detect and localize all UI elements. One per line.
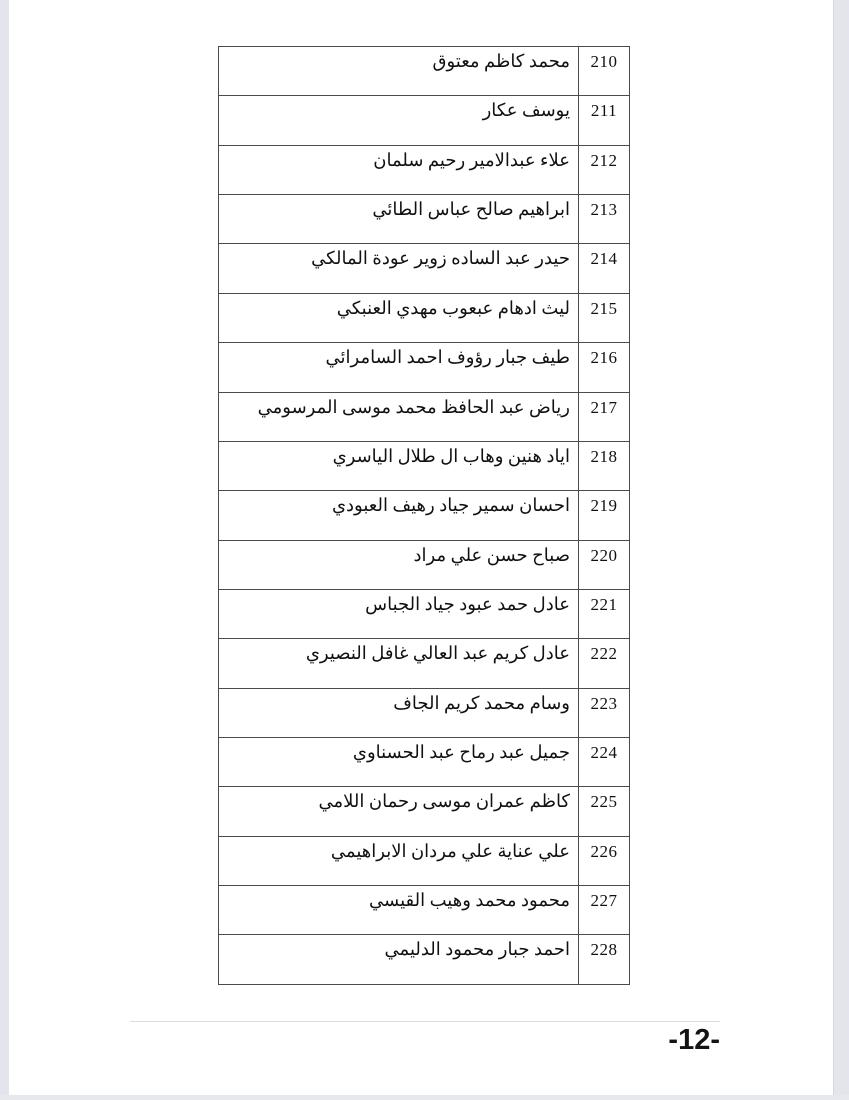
footer-divider-line bbox=[130, 1021, 720, 1022]
table-row: 220 صباح حسن علي مراد bbox=[218, 539, 630, 590]
row-number-cell: 213 bbox=[578, 194, 630, 245]
row-number-cell: 219 bbox=[578, 490, 630, 541]
table-row: 218 اياد هنين وهاب ال طلال الياسري bbox=[218, 440, 630, 492]
row-number-cell: 226 bbox=[578, 835, 630, 887]
row-number-cell: 210 bbox=[578, 45, 630, 97]
table-row: 219 احسان سمير جياد رهيف العبودي bbox=[218, 490, 630, 541]
person-name-cell: ابراهيم صالح عباس الطائي bbox=[218, 194, 579, 245]
table-row: 211 يوسف عكار bbox=[218, 95, 630, 146]
person-name-cell: حيدر عبد الساده زوير عودة المالكي bbox=[218, 243, 579, 294]
person-name-cell: اياد هنين وهاب ال طلال الياسري bbox=[218, 440, 579, 492]
scan-edge-bottom bbox=[0, 1095, 849, 1100]
person-name-cell: احمد جبار محمود الدليمي bbox=[218, 934, 579, 985]
person-name-cell: علاء عبدالامير رحيم سلمان bbox=[218, 144, 579, 196]
table-row: 225 كاظم عمران موسى رحمان اللامي bbox=[218, 786, 630, 837]
table-row: 214 حيدر عبد الساده زوير عودة المالكي bbox=[218, 243, 630, 294]
person-name-cell: علي عناية علي مردان الابراهيمي bbox=[218, 835, 579, 887]
row-number-cell: 222 bbox=[578, 638, 630, 689]
table-row: 213 ابراهيم صالح عباس الطائي bbox=[218, 194, 630, 245]
row-number-cell: 224 bbox=[578, 737, 630, 788]
names-roster-table: 210 محمد كاظم معتوق 211 يوسف عكار 212 علاء عب… bbox=[218, 45, 630, 985]
row-number-cell: 215 bbox=[578, 292, 630, 344]
table-row: 212 علاء عبدالامير رحيم سلمان bbox=[218, 144, 630, 196]
person-name-cell: صباح حسن علي مراد bbox=[218, 539, 579, 590]
table-row: 228 احمد جبار محمود الدليمي bbox=[218, 934, 630, 985]
person-name-cell: جميل عبد رماح عبد الحسناوي bbox=[218, 737, 579, 788]
row-number-cell: 220 bbox=[578, 539, 630, 590]
page-number: -12- bbox=[668, 1024, 720, 1056]
row-number-cell: 223 bbox=[578, 687, 630, 739]
row-number-cell: 217 bbox=[578, 391, 630, 442]
table-row: 223 وسام محمد كريم الجاف bbox=[218, 687, 630, 739]
person-name-cell: كاظم عمران موسى رحمان اللامي bbox=[218, 786, 579, 837]
person-name-cell: عادل حمد عبود جياد الجباس bbox=[218, 588, 579, 640]
table-row: 222 عادل كريم عبد العالي غافل النصيري bbox=[218, 638, 630, 689]
row-number-cell: 221 bbox=[578, 588, 630, 640]
table-row: 226 علي عناية علي مردان الابراهيمي bbox=[218, 835, 630, 887]
row-number-cell: 216 bbox=[578, 342, 630, 393]
person-name-cell: يوسف عكار bbox=[218, 95, 579, 146]
table-row: 210 محمد كاظم معتوق bbox=[218, 45, 630, 97]
person-name-cell: رياض عبد الحافظ محمد موسى المرسومي bbox=[218, 391, 579, 442]
person-name-cell: طيف جبار رؤوف احمد السامرائي bbox=[218, 342, 579, 393]
row-number-cell: 225 bbox=[578, 786, 630, 837]
scan-edge-right bbox=[833, 0, 849, 1100]
row-number-cell: 228 bbox=[578, 934, 630, 985]
person-name-cell: عادل كريم عبد العالي غافل النصيري bbox=[218, 638, 579, 689]
table-row: 221 عادل حمد عبود جياد الجباس bbox=[218, 588, 630, 640]
table-row: 215 ليث ادهام عبعوب مهدي العنبكي bbox=[218, 292, 630, 344]
row-number-cell: 214 bbox=[578, 243, 630, 294]
table-row: 227 محمود محمد وهيب القيسي bbox=[218, 885, 630, 936]
row-number-cell: 211 bbox=[578, 95, 630, 146]
person-name-cell: ليث ادهام عبعوب مهدي العنبكي bbox=[218, 292, 579, 344]
row-number-cell: 218 bbox=[578, 440, 630, 492]
person-name-cell: محمد كاظم معتوق bbox=[218, 45, 579, 97]
person-name-cell: وسام محمد كريم الجاف bbox=[218, 687, 579, 739]
table-row: 217 رياض عبد الحافظ محمد موسى المرسومي bbox=[218, 391, 630, 442]
scan-edge-left bbox=[0, 0, 9, 1100]
person-name-cell: احسان سمير جياد رهيف العبودي bbox=[218, 490, 579, 541]
person-name-cell: محمود محمد وهيب القيسي bbox=[218, 885, 579, 936]
table-row: 224 جميل عبد رماح عبد الحسناوي bbox=[218, 737, 630, 788]
roster-table-body: 210 محمد كاظم معتوق 211 يوسف عكار 212 علاء عب… bbox=[218, 45, 630, 985]
row-number-cell: 212 bbox=[578, 144, 630, 196]
table-row: 216 طيف جبار رؤوف احمد السامرائي bbox=[218, 342, 630, 393]
row-number-cell: 227 bbox=[578, 885, 630, 936]
